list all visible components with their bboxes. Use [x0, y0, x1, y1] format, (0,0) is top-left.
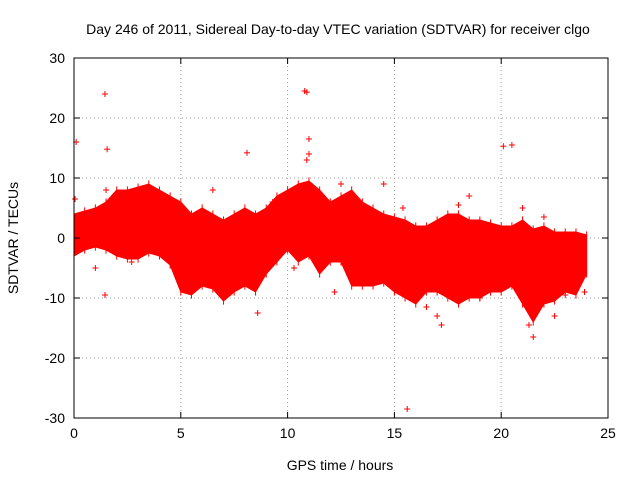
data-point — [579, 274, 586, 280]
data-point — [380, 181, 387, 187]
data-point — [525, 322, 532, 328]
chart-title: Day 246 of 2011, Sidereal Day-to-day VTE… — [86, 21, 590, 37]
data-point — [476, 295, 483, 301]
data-point — [562, 292, 569, 298]
data-point — [101, 91, 108, 97]
data-point — [500, 143, 507, 150]
data-point — [303, 157, 310, 163]
data-point — [438, 322, 445, 328]
data-point — [434, 313, 441, 319]
data-point — [269, 199, 276, 205]
data-point — [128, 259, 135, 265]
data-point — [365, 274, 372, 280]
x-tick-label: 15 — [387, 425, 403, 441]
data-point — [423, 304, 430, 310]
y-tick-label: 10 — [49, 170, 65, 186]
data-series-sdtvar — [72, 88, 588, 412]
y-tick-label: 30 — [49, 50, 65, 66]
y-axis: -30 -20 -10 0 10 20 30 — [45, 50, 608, 426]
data-point — [530, 334, 537, 340]
data-point — [540, 214, 547, 220]
y-tick-label: -30 — [45, 410, 65, 426]
data-point — [291, 265, 298, 271]
data-point — [331, 289, 338, 295]
data-point — [104, 146, 111, 153]
x-tick-label: 25 — [600, 425, 616, 441]
data-point — [303, 89, 310, 96]
data-point — [305, 151, 312, 157]
x-tick-label: 10 — [280, 425, 296, 441]
data-point — [466, 193, 473, 199]
data-point — [103, 187, 110, 193]
data-point — [209, 187, 216, 193]
data-point — [508, 142, 515, 148]
data-point — [581, 289, 588, 295]
data-point — [338, 181, 344, 187]
data-point — [399, 205, 406, 211]
x-axis-label: GPS time / hours — [287, 457, 394, 473]
data-point — [101, 292, 108, 298]
y-tick-label: 20 — [49, 110, 65, 126]
data-point — [75, 215, 82, 222]
x-tick-label: 0 — [70, 425, 78, 441]
data-point — [92, 265, 99, 271]
data-point — [305, 136, 312, 142]
y-tick-label: -20 — [45, 350, 65, 366]
data-point — [72, 196, 79, 202]
data-point — [404, 406, 411, 412]
x-tick-label: 5 — [177, 425, 185, 441]
y-axis-label: SDTVAR / TECUs — [5, 182, 21, 294]
data-point — [551, 313, 558, 319]
y-tick-label: -10 — [45, 290, 65, 306]
data-point — [244, 149, 251, 156]
data-point — [194, 280, 201, 286]
data-point — [254, 310, 261, 316]
x-tick-label: 20 — [493, 425, 509, 441]
y-tick-label: 0 — [57, 230, 65, 246]
x-axis: 0 5 10 15 20 25 — [70, 58, 616, 441]
data-point — [519, 205, 526, 211]
data-point — [455, 202, 462, 208]
